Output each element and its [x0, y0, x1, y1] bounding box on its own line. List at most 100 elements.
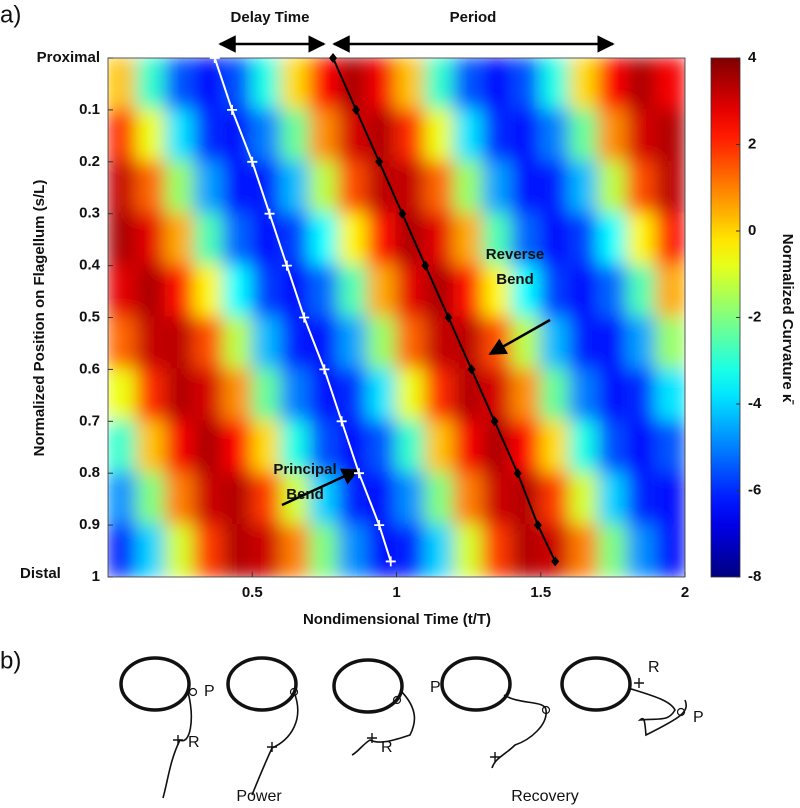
heat-cell — [482, 524, 513, 577]
colorbar-tick-label: -8 — [748, 568, 761, 585]
heat-cell — [568, 368, 600, 423]
heat-cell — [510, 212, 542, 267]
cell-head — [560, 656, 632, 712]
marker — [281, 260, 292, 271]
heat-cell — [164, 58, 196, 111]
marker — [467, 364, 476, 375]
colorbar-tick-label: -4 — [748, 395, 762, 412]
heat-cell — [539, 316, 571, 371]
y-tick-label: 0.9 — [79, 516, 100, 533]
heat-cell — [395, 472, 427, 527]
heat-cell — [568, 316, 600, 371]
heat-cell — [135, 160, 167, 215]
heat-cell — [510, 58, 542, 111]
heat-cell — [453, 160, 485, 215]
heat-cell — [453, 472, 485, 527]
heat-cell — [164, 108, 196, 163]
x-tick-label: 1.5 — [530, 584, 551, 601]
heat-cell — [395, 108, 427, 163]
heat-cell — [510, 160, 542, 215]
heat-cell — [135, 524, 167, 577]
heat-cell — [453, 212, 485, 267]
heat-cell — [308, 212, 340, 267]
marker — [209, 53, 220, 63]
heat-cell — [193, 524, 225, 577]
heat-cell — [280, 524, 311, 577]
x-tick-label: 1 — [392, 584, 400, 601]
colorbar-tick-label: -2 — [748, 308, 761, 325]
heat-cell — [251, 212, 283, 267]
heat-cell — [308, 420, 340, 475]
caption: Power — [236, 788, 282, 805]
heat-cell — [308, 108, 340, 163]
heat-cell — [193, 368, 225, 423]
heat-cell — [222, 264, 254, 319]
y-tick-label: 1 — [92, 568, 100, 585]
heat-cell — [655, 368, 685, 423]
heat-cell — [395, 368, 427, 423]
cell-head — [119, 656, 191, 712]
y-tick-label: Proximal — [37, 49, 100, 66]
heat-cell — [108, 264, 138, 319]
marker — [227, 104, 238, 115]
cell-head — [440, 656, 512, 712]
flagellum — [351, 689, 416, 756]
panel-label: b) — [0, 647, 21, 674]
heat-cell — [193, 58, 225, 111]
heat-cell — [626, 264, 658, 319]
heat-cell — [539, 472, 571, 527]
heat-cell — [482, 472, 513, 527]
heat-cell — [482, 108, 513, 163]
heat-cell — [424, 160, 456, 215]
heat-cell — [510, 420, 542, 475]
heat-cell — [337, 420, 369, 475]
flagellum — [491, 694, 547, 769]
sketch-marker — [289, 687, 299, 697]
sketch-label: P — [693, 709, 704, 726]
heat-cell — [135, 108, 167, 163]
heat-cell — [539, 264, 571, 319]
heat-cell — [280, 160, 311, 215]
heat-cell — [597, 108, 629, 163]
heat-cell — [164, 316, 196, 371]
heat-cell — [453, 420, 485, 475]
heat-cell — [510, 524, 542, 577]
heat-cell — [395, 160, 427, 215]
heat-cell — [482, 368, 513, 423]
x-tick-label: 2 — [681, 584, 689, 601]
heat-cell — [108, 212, 138, 267]
heat-cell — [626, 472, 658, 527]
heat-cell — [453, 524, 485, 577]
y-tick-label: 0.2 — [79, 153, 100, 170]
y-tick-label: 0.1 — [79, 101, 100, 118]
heat-cell — [193, 212, 225, 267]
heat-cell — [424, 524, 456, 577]
heat-cell — [193, 472, 225, 527]
heat-cell — [164, 368, 196, 423]
heat-cell — [164, 212, 196, 267]
sketch-label: R — [188, 734, 200, 751]
heat-cell — [337, 108, 369, 163]
heat-cell — [337, 472, 369, 527]
heat-cell — [280, 368, 311, 423]
sketch-label: R — [648, 659, 660, 676]
heat-cell — [626, 420, 658, 475]
heat-cell — [251, 264, 283, 319]
heat-cell — [655, 316, 685, 371]
heat-cell — [222, 58, 254, 111]
heat-cell — [108, 58, 138, 111]
heat-cell — [135, 420, 167, 475]
heat-cell — [193, 420, 225, 475]
marker — [551, 556, 560, 567]
marker — [490, 416, 499, 427]
marker — [398, 208, 407, 219]
y-tick-label: 0.5 — [79, 308, 100, 325]
heat-cell — [655, 212, 685, 267]
colorbar-tick-label: 2 — [748, 135, 756, 152]
heat-cell — [222, 420, 254, 475]
heat-cell — [135, 264, 167, 319]
sketch-marker — [634, 678, 644, 688]
sketch-marker — [267, 742, 277, 752]
heat-cell — [108, 368, 138, 423]
